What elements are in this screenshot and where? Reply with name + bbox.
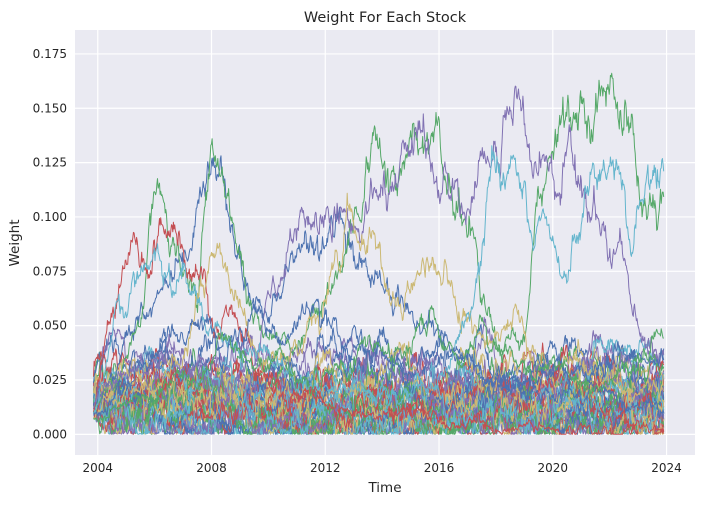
series-lines — [93, 72, 665, 435]
y-axis-title: Weight — [7, 219, 23, 266]
x-tick-label: 2024 — [651, 461, 682, 475]
y-tick-label: 0.025 — [33, 373, 67, 387]
x-tick-label: 2012 — [310, 461, 341, 475]
x-tick-label: 2020 — [538, 461, 569, 475]
stock-weight-series-line — [93, 305, 664, 423]
stock-weight-series-line — [93, 145, 665, 414]
y-tick-label: 0.125 — [33, 156, 67, 170]
y-tick-label: 0.050 — [33, 319, 67, 333]
stock-weight-series-line — [93, 298, 665, 418]
background-series-line — [93, 345, 665, 435]
background-series-line — [93, 341, 665, 435]
y-tick-label: 0.150 — [33, 101, 67, 115]
stock-weight-series-line — [93, 192, 665, 420]
y-tick-label: 0.175 — [33, 47, 67, 61]
y-tick-label: 0.100 — [33, 210, 67, 224]
x-tick-label: 2016 — [424, 461, 455, 475]
x-tick-label: 2008 — [196, 461, 227, 475]
stock-weight-series-line — [93, 85, 665, 409]
y-tick-label: 0.000 — [33, 427, 67, 441]
tick-labels: 2004 2008 2012 2016 2020 2024 0.000 0.025 0.050 0… — [33, 47, 682, 475]
x-axis-title: Time — [367, 480, 401, 496]
background-series-line — [93, 333, 665, 435]
x-tick-label: 2004 — [82, 461, 113, 475]
stock-weight-series-line — [93, 217, 665, 435]
y-tick-label: 0.075 — [33, 264, 67, 278]
chart-title: Weight For Each Stock — [304, 10, 467, 26]
stock-weight-series-line — [93, 72, 665, 413]
